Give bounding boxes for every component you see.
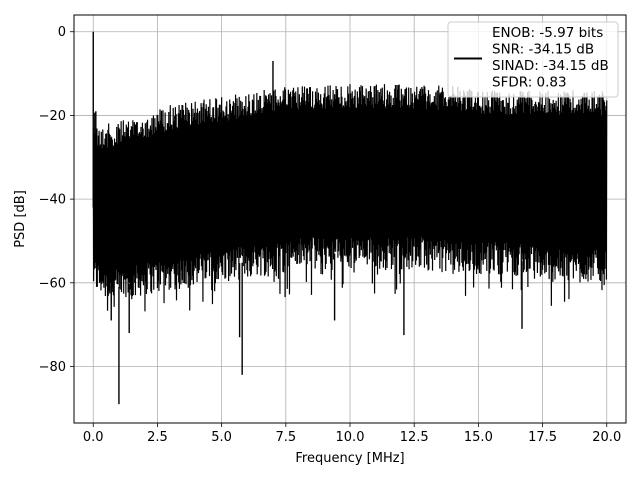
x-axis-label: Frequency [MHz] <box>295 451 404 466</box>
y-tick-label: −80 <box>39 360 66 375</box>
x-tick-label: 12.5 <box>400 430 429 445</box>
legend-line: SINAD: -34.15 dB <box>492 58 609 74</box>
axes-frame <box>73 14 627 424</box>
x-axis: 0.0 2.5 5.0 7.5 10.0 12.5 15.0 17.5 20.0 <box>83 423 621 445</box>
plot-area <box>92 31 608 405</box>
y-axis-label: PSD [dB] <box>13 190 28 248</box>
x-tick-label: 15.0 <box>464 430 493 445</box>
x-tick-label: 10.0 <box>336 430 365 445</box>
y-tick-label: 0 <box>58 25 66 40</box>
y-axis: 0 −20 −40 −60 −80 <box>39 25 74 375</box>
x-tick-label: 5.0 <box>211 430 232 445</box>
legend-box <box>447 21 619 98</box>
legend-line: ENOB: -5.97 bits <box>492 25 603 41</box>
x-tick-label: 2.5 <box>147 430 168 445</box>
x-tick-label: 20.0 <box>592 430 621 445</box>
legend-line: SNR: -34.15 dB <box>492 42 594 58</box>
x-tick-label: 17.5 <box>528 430 557 445</box>
legend: ENOB: -5.97 bits SNR: -34.15 dB SINAD: -34… <box>447 21 619 98</box>
legend-label: ENOB: -5.97 bits SNR: -34.15 dB SINAD: -34… <box>492 25 609 91</box>
x-tick-label: 0.0 <box>83 430 104 445</box>
x-tick-label: 7.5 <box>275 430 296 445</box>
psd-trace <box>92 84 608 312</box>
legend-line: SFDR: 0.83 <box>492 75 567 91</box>
y-tick-label: −20 <box>39 109 66 124</box>
y-tick-label: −60 <box>39 276 66 291</box>
y-tick-label: −40 <box>39 193 66 208</box>
